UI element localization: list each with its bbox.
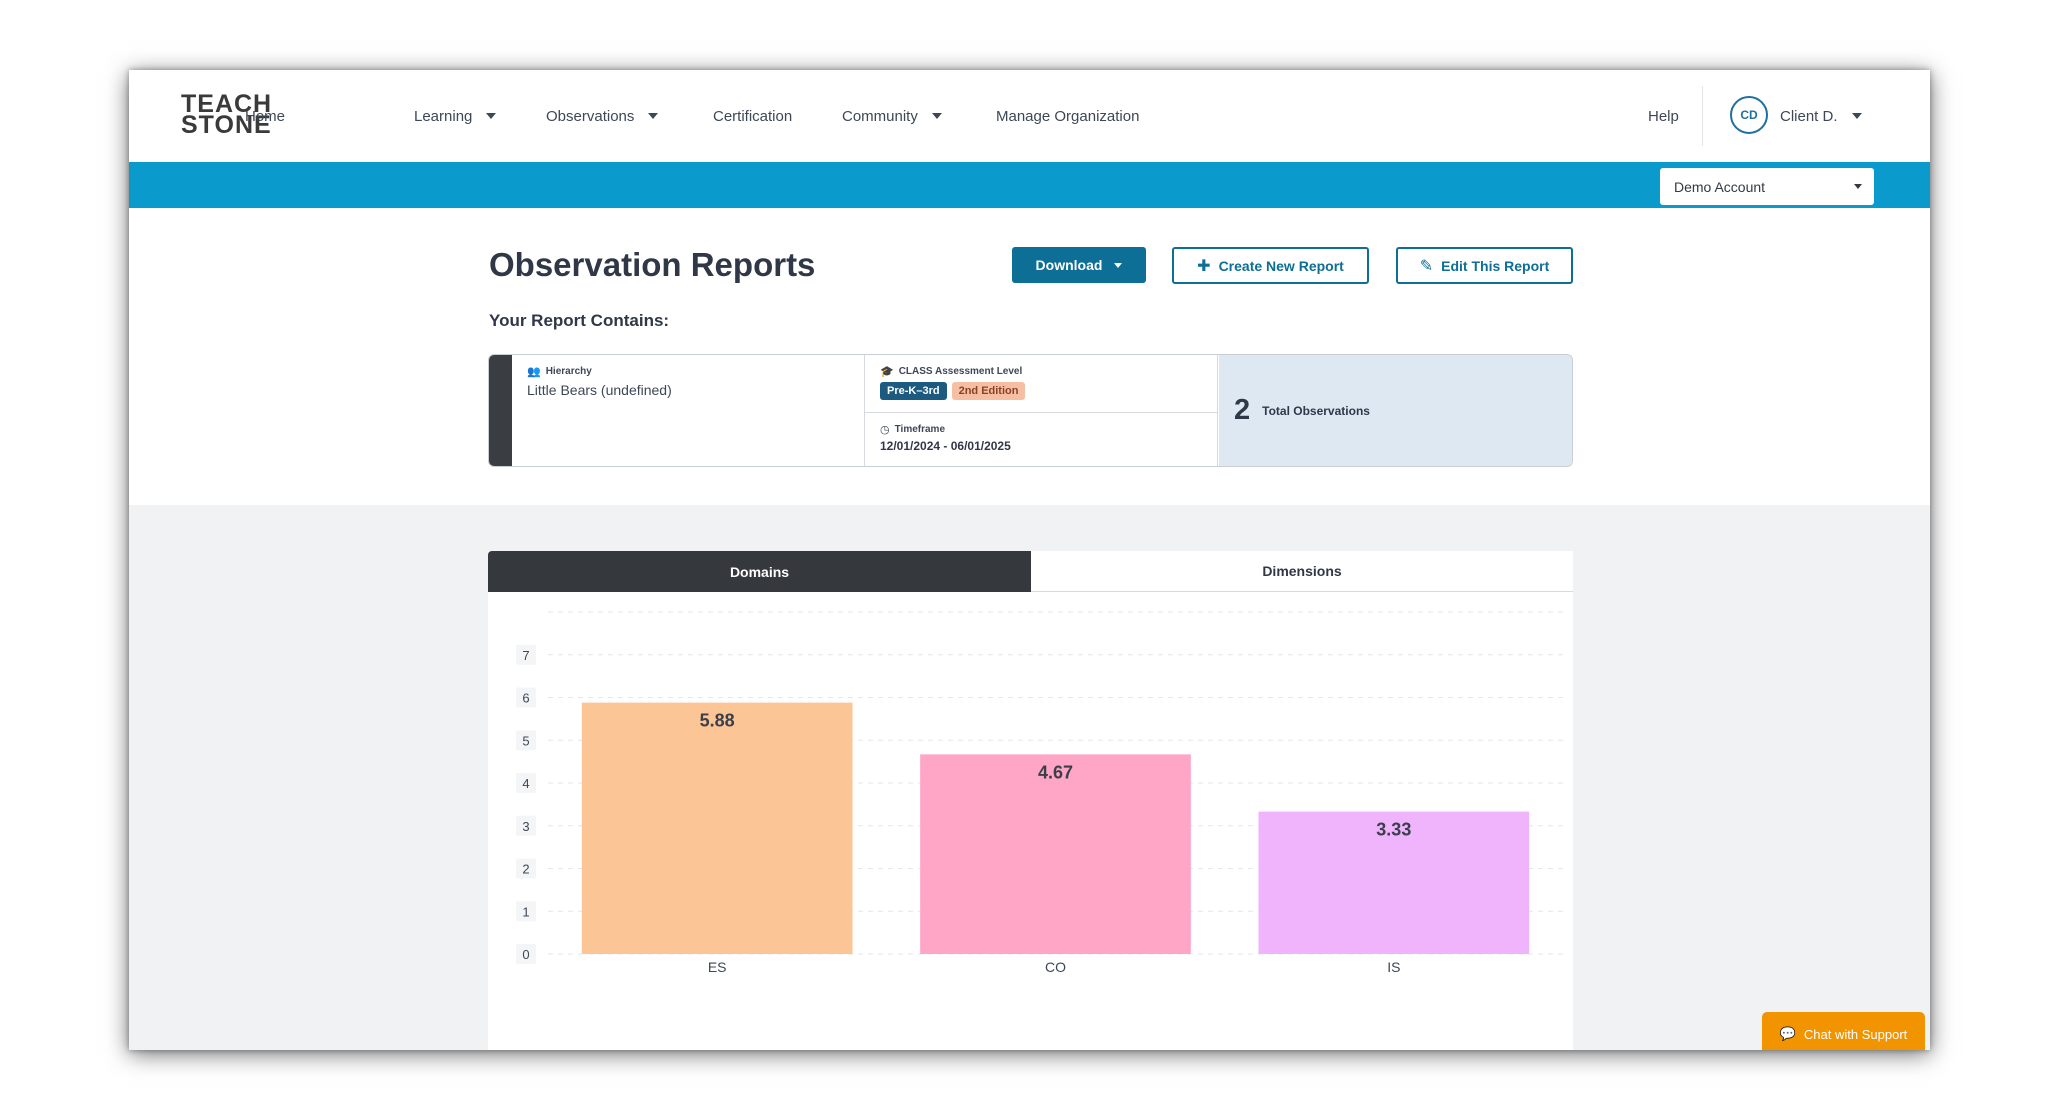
chevron-down-icon xyxy=(648,113,659,119)
bar-co xyxy=(920,754,1191,954)
assessment-tags: Pre-K–3rd 2nd Edition xyxy=(880,382,1026,400)
download-button-label: Download xyxy=(1035,257,1103,273)
y-tick-label: 1 xyxy=(522,904,529,919)
user-menu[interactable]: Client D. xyxy=(1780,70,1862,162)
bar-value-label: 3.33 xyxy=(1376,820,1411,840)
download-button[interactable]: Download xyxy=(1012,247,1146,283)
bar-value-label: 5.88 xyxy=(700,711,735,731)
chat-support-button[interactable]: 💬 Chat with Support xyxy=(1762,1012,1925,1050)
pencil-icon: ✎ xyxy=(1419,257,1434,275)
create-new-report-button[interactable]: ✚ Create New Report xyxy=(1172,247,1369,284)
assessment-label: CLASS Assessment Level xyxy=(898,366,1023,377)
hierarchy-label: Hierarchy xyxy=(545,366,592,377)
nav-certification-label: Certification xyxy=(713,107,793,125)
assessment-cell: 🎓 CLASS Assessment Level Pre-K–3rd 2nd E… xyxy=(880,365,1026,400)
chat-support-label: Chat with Support xyxy=(1803,1026,1908,1042)
tab-dimensions[interactable]: Dimensions xyxy=(1031,551,1573,592)
hierarchy-value: Little Bears (undefined) xyxy=(527,382,672,398)
assessment-column: 🎓 CLASS Assessment Level Pre-K–3rd 2nd E… xyxy=(864,355,1218,466)
y-tick-bg xyxy=(516,815,536,836)
hierarchy-label-row: 👥 Hierarchy xyxy=(527,365,672,378)
chevron-down-icon xyxy=(1114,262,1123,268)
y-tick-bg xyxy=(516,901,536,922)
bar-es xyxy=(581,702,853,954)
nav-certification[interactable]: Certification xyxy=(713,70,792,162)
nav-home[interactable]: Home xyxy=(245,70,285,162)
edit-report-label: Edit This Report xyxy=(1441,257,1550,274)
user-avatar[interactable]: CD xyxy=(1730,96,1768,134)
x-category-label: IS xyxy=(1387,959,1400,975)
page-title: Observation Reports xyxy=(489,246,816,283)
nav-divider xyxy=(1702,86,1703,146)
bar-is xyxy=(1258,811,1530,954)
y-tick-label: 0 xyxy=(522,947,529,962)
nav-observations[interactable]: Observations xyxy=(546,70,659,162)
y-tick-bg xyxy=(516,644,536,665)
y-tick-bg xyxy=(516,858,536,879)
chevron-down-icon xyxy=(486,113,497,119)
bar-value-label: 4.67 xyxy=(1038,762,1073,782)
create-new-report-label: Create New Report xyxy=(1218,257,1344,274)
domains-bar-chart: 0 1 2 3 4 5 6 7 5.88 ES 4.67 CO 3.33 IS xyxy=(516,611,1563,975)
nav-help[interactable]: Help xyxy=(1648,70,1679,162)
divider xyxy=(865,412,1217,413)
level-tag: Pre-K–3rd xyxy=(880,382,947,400)
y-tick-label: 7 xyxy=(522,648,529,663)
logo-line-2: STONE xyxy=(181,111,272,139)
assessment-label-row: 🎓 CLASS Assessment Level xyxy=(880,365,1025,378)
timeframe-value: 12/01/2024 - 06/01/2025 xyxy=(880,439,1011,453)
edition-tag: 2nd Edition xyxy=(951,382,1026,400)
timeframe-cell: ◷ Timeframe 12/01/2024 - 06/01/2025 xyxy=(880,423,1011,453)
clock-icon: ◷ xyxy=(880,424,890,436)
nav-community[interactable]: Community xyxy=(842,70,942,162)
user-name: Client D. xyxy=(1780,107,1838,125)
teachstone-logo[interactable]: TEACH STONE xyxy=(181,90,281,140)
y-tick-bg xyxy=(516,687,536,708)
graduation-cap-icon: 🎓 xyxy=(880,366,894,378)
y-tick-label: 2 xyxy=(522,862,529,877)
chevron-down-icon xyxy=(931,113,942,119)
y-tick-label: 5 xyxy=(522,733,529,748)
summary-stripe xyxy=(489,355,512,466)
timeframe-label: Timeframe xyxy=(894,424,946,435)
timeframe-label-row: ◷ Timeframe xyxy=(880,423,1011,436)
y-tick-label: 4 xyxy=(522,776,529,791)
logo-line-1: TEACH xyxy=(181,90,273,118)
nav-help-label: Help xyxy=(1648,107,1679,125)
y-tick-bg xyxy=(516,730,536,751)
y-tick-bg xyxy=(516,944,536,964)
y-tick-bg xyxy=(516,773,536,793)
edit-report-button[interactable]: ✎ Edit This Report xyxy=(1396,247,1573,284)
y-tick-label: 6 xyxy=(522,691,529,706)
nav-home-label: Home xyxy=(245,107,286,125)
top-navigation: TEACH STONE Home Learning Observations C… xyxy=(129,70,1930,162)
chat-bubble-icon: 💬 xyxy=(1779,1026,1796,1041)
nav-learning-label: Learning xyxy=(414,107,473,125)
total-observations-count: 2 xyxy=(1234,394,1251,426)
nav-manage-organization[interactable]: Manage Organization xyxy=(996,70,1139,162)
x-category-label: CO xyxy=(1045,959,1066,975)
chart-panel: Domains Dimensions 0 1 2 3 4 5 6 7 5.88 ES 4.67 CO 3… xyxy=(488,551,1573,1050)
chevron-down-icon xyxy=(1854,184,1862,189)
account-select-value: Demo Account xyxy=(1674,178,1766,195)
nav-observations-label: Observations xyxy=(546,107,635,125)
y-tick-label: 3 xyxy=(522,819,529,834)
nav-manage-organization-label: Manage Organization xyxy=(996,107,1140,125)
x-category-label: ES xyxy=(708,959,727,975)
plus-icon: ✚ xyxy=(1197,257,1211,275)
nav-community-label: Community xyxy=(842,107,918,125)
nav-learning[interactable]: Learning xyxy=(414,70,497,162)
report-contains-heading: Your Report Contains: xyxy=(489,311,670,330)
users-icon: 👥 xyxy=(527,366,541,378)
chevron-down-icon xyxy=(1851,113,1862,119)
total-observations: 2 Total Observations xyxy=(1219,355,1572,466)
app-window: TEACH STONE Home Learning Observations C… xyxy=(129,70,1930,1050)
account-select[interactable]: Demo Account xyxy=(1660,168,1874,205)
tab-domains[interactable]: Domains xyxy=(488,551,1031,592)
account-band xyxy=(129,162,1930,208)
total-observations-label: Total Observations xyxy=(1262,403,1370,418)
hierarchy-cell: 👥 Hierarchy Little Bears (undefined) xyxy=(527,365,672,398)
report-summary-card: 👥 Hierarchy Little Bears (undefined) 🎓 C… xyxy=(488,354,1573,467)
